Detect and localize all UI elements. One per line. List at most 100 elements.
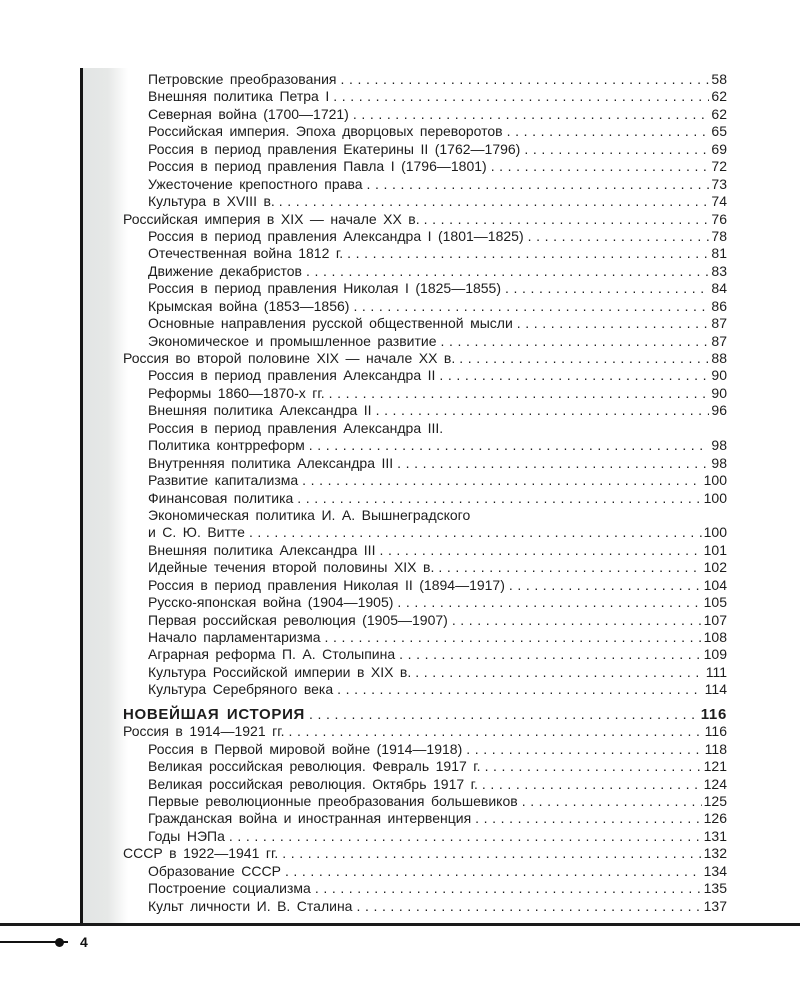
toc-entry-title: СССР в 1922—1941 гг. <box>123 845 279 862</box>
dot-leader <box>282 845 701 862</box>
toc-entry-page: 124 <box>703 775 727 792</box>
toc-entry-page: 126 <box>703 810 727 827</box>
dot-leader <box>528 228 710 245</box>
toc-row: Основные направления русской общественно… <box>123 315 727 332</box>
toc-entry-page: 135 <box>703 880 727 897</box>
toc-row: Петровские преобразования 58 <box>123 71 727 88</box>
toc-entry-title: Россия в период правления Александра III… <box>148 419 444 436</box>
toc-entry-page: 98 <box>711 437 727 454</box>
toc-entry-page: 69 <box>711 140 727 157</box>
toc-entry-title: Северная война (1700—1721) <box>148 105 349 122</box>
toc-entry-page: 104 <box>703 576 727 593</box>
dot-leader <box>505 280 709 297</box>
toc-entry-page: 98 <box>711 454 727 471</box>
toc-row: НОВЕЙШАЯ ИСТОРИЯ 116 <box>123 706 727 723</box>
toc-entry-title: Первая российская революция (1905—1907) <box>148 611 448 628</box>
toc-entry-title: Крымская война (1853—1856) <box>148 297 350 314</box>
table-of-contents: Петровские преобразования 58 Внешняя пол… <box>123 71 727 915</box>
toc-entry-title: НОВЕЙШАЯ ИСТОРИЯ <box>123 705 306 723</box>
toc-entry-page: 88 <box>711 350 727 366</box>
toc-row: Россия в период правления Николая II (18… <box>123 577 727 594</box>
toc-row: Российская империя. Эпоха дворцовых пере… <box>123 123 727 140</box>
toc-entry-page: 78 <box>711 227 727 244</box>
toc-entry-page: 107 <box>703 611 727 628</box>
toc-entry-page: 62 <box>711 88 727 105</box>
toc-entry-page: 116 <box>704 723 727 740</box>
toc-entry-title: Внешняя политика Александра III <box>148 541 376 558</box>
toc-entry-page: 121 <box>703 758 727 775</box>
toc-row: Движение декабристов 83 <box>123 263 727 280</box>
dot-leader <box>309 706 699 723</box>
toc-entry-title: Начало парламентаризма <box>148 629 321 645</box>
dot-leader <box>452 612 702 629</box>
toc-entry-title: Культура Серебряного века <box>148 681 334 698</box>
toc-row: СССР в 1922—1941 гг. 132 <box>123 845 727 862</box>
toc-entry-title: Петровские преобразования <box>148 71 337 87</box>
toc-row: Аграрная реформа П. А. Столыпина 109 <box>123 646 727 663</box>
dot-leader <box>379 542 701 559</box>
dot-leader <box>315 880 702 897</box>
toc-entry-page: 116 <box>700 705 727 723</box>
toc-row: Культура в XVIII в. 74 <box>123 193 727 210</box>
toc-row: Ужесточение крепостного права 73 <box>123 176 727 193</box>
toc-row: Построение социализма 135 <box>123 880 727 897</box>
dot-leader <box>309 437 710 454</box>
toc-entry-page: 87 <box>711 332 727 349</box>
toc-entry-page: 132 <box>703 845 727 862</box>
dot-leader <box>475 810 701 827</box>
toc-entry-title: Российская империя. Эпоха дворцовых пере… <box>148 123 503 140</box>
toc-entry-page: 118 <box>704 740 727 757</box>
toc-entry-title: Аграрная реформа П. А. Столыпина <box>148 646 396 663</box>
dot-leader <box>279 193 710 210</box>
toc-entry-title: Культ личности И. В. Сталина <box>148 897 353 914</box>
toc-entry-title: Развитие капитализма <box>148 472 299 489</box>
toc-row: Россия в 1914—1921 гг. 116 <box>123 723 727 740</box>
toc-row: Русско-японская война (1904—1905) 105 <box>123 594 727 611</box>
dot-leader <box>333 88 709 105</box>
toc-row: Культ личности И. В. Сталина 137 <box>123 898 727 915</box>
toc-row: Начало парламентаризма 108 <box>123 629 727 646</box>
dot-leader <box>353 298 709 315</box>
toc-entry-page: 73 <box>711 175 727 192</box>
toc-row: Северная война (1700—1721) 62 <box>123 106 727 123</box>
toc-entry-title: Русско-японская война (1904—1905) <box>148 594 394 611</box>
dot-leader <box>229 828 702 845</box>
dot-leader <box>438 559 701 576</box>
dot-leader <box>397 594 701 611</box>
dot-leader <box>517 315 710 332</box>
toc-entry-page: 72 <box>711 158 727 175</box>
dot-leader <box>441 333 710 350</box>
toc-row: Россия в период правления Александра I (… <box>123 228 727 245</box>
toc-row: Россия в период правления Екатерины II (… <box>123 141 727 158</box>
dot-leader <box>347 245 709 262</box>
toc-entry-page: 96 <box>711 402 727 419</box>
toc-row: Внешняя политика Петра I 62 <box>123 88 727 105</box>
toc-entry-title: Отечественная война 1812 г. <box>148 245 344 262</box>
dot-leader <box>524 141 709 158</box>
toc-row: Экономическое и промышленное развитие 87 <box>123 333 727 350</box>
dot-leader <box>376 402 710 419</box>
toc-entry-page: 62 <box>711 105 727 122</box>
toc-entry-page: 101 <box>703 541 727 558</box>
toc-row: Россия в период правления Александра III… <box>123 420 727 437</box>
dot-leader <box>249 524 702 541</box>
dot-leader <box>337 681 703 698</box>
toc-entry-title: Ужесточение крепостного права <box>148 175 363 192</box>
toc-entry-title: Экономическое и промышленное развитие <box>148 332 437 349</box>
footer-bullet-icon <box>55 937 64 947</box>
left-margin-rule <box>80 68 83 923</box>
footer-rule <box>0 923 800 926</box>
toc-entry-title: Россия в Первой мировой войне (1914—1918… <box>148 740 463 757</box>
toc-entry-page: 111 <box>705 663 727 680</box>
toc-row: Россия в Первой мировой войне (1914—1918… <box>123 741 727 758</box>
toc-row: Образование СССР 134 <box>123 863 727 880</box>
toc-row: Культура Российской империи в XIX в. 111 <box>123 664 727 681</box>
toc-entry-page: 58 <box>711 71 727 87</box>
toc-entry-page: 74 <box>711 193 727 210</box>
dot-leader <box>397 455 709 472</box>
toc-row: Россия в период правления Павла I (1796—… <box>123 158 727 175</box>
toc-entry-title: Движение декабристов <box>148 262 302 279</box>
dot-leader <box>509 577 702 594</box>
dot-leader <box>297 490 701 507</box>
toc-row: Первая российская революция (1905—1907) … <box>123 612 727 629</box>
